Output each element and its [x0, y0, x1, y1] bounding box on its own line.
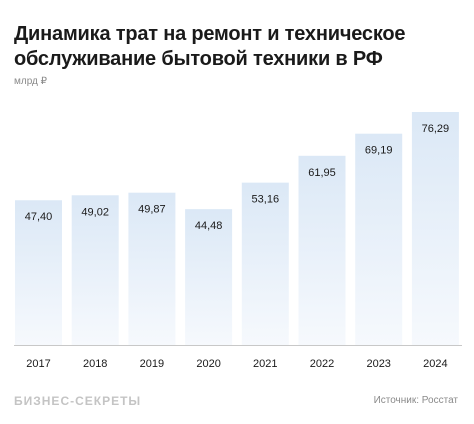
x-tick-2022: 2022: [310, 358, 334, 370]
value-label-2021: 53,16: [252, 194, 280, 206]
bar-2017: [15, 200, 62, 345]
value-label-2023: 69,19: [365, 145, 393, 157]
value-label-2024: 76,29: [422, 123, 450, 135]
x-tick-2024: 2024: [423, 358, 447, 370]
x-tick-2017: 2017: [26, 358, 50, 370]
value-label-2017: 47,40: [25, 211, 53, 223]
chart-title: Динамика трат на ремонт и техническое об…: [14, 23, 406, 70]
bar-2021: [241, 182, 289, 345]
source-note: Источник: Росстат: [373, 395, 458, 406]
bar-2020: [185, 209, 233, 345]
unit-label: млрд ₽: [14, 76, 48, 87]
value-label-2022: 61,95: [308, 167, 336, 179]
bar-2023: [355, 133, 403, 345]
x-tick-2021: 2021: [253, 358, 277, 370]
x-tick-2019: 2019: [140, 358, 164, 370]
value-label-2019: 49,87: [138, 204, 166, 216]
value-label-2020: 44,48: [195, 220, 223, 232]
bar-2024: [411, 112, 459, 345]
x-tick-2018: 2018: [83, 358, 107, 370]
x-tick-2020: 2020: [196, 358, 220, 370]
brand-logo-text: БИЗНЕС-СЕКРЕТЫ: [14, 394, 142, 408]
bar-2018: [71, 195, 119, 345]
bar-2022: [298, 155, 346, 345]
value-label-2018: 49,02: [81, 206, 109, 218]
bar-2019: [128, 192, 176, 345]
x-tick-2023: 2023: [366, 358, 390, 370]
